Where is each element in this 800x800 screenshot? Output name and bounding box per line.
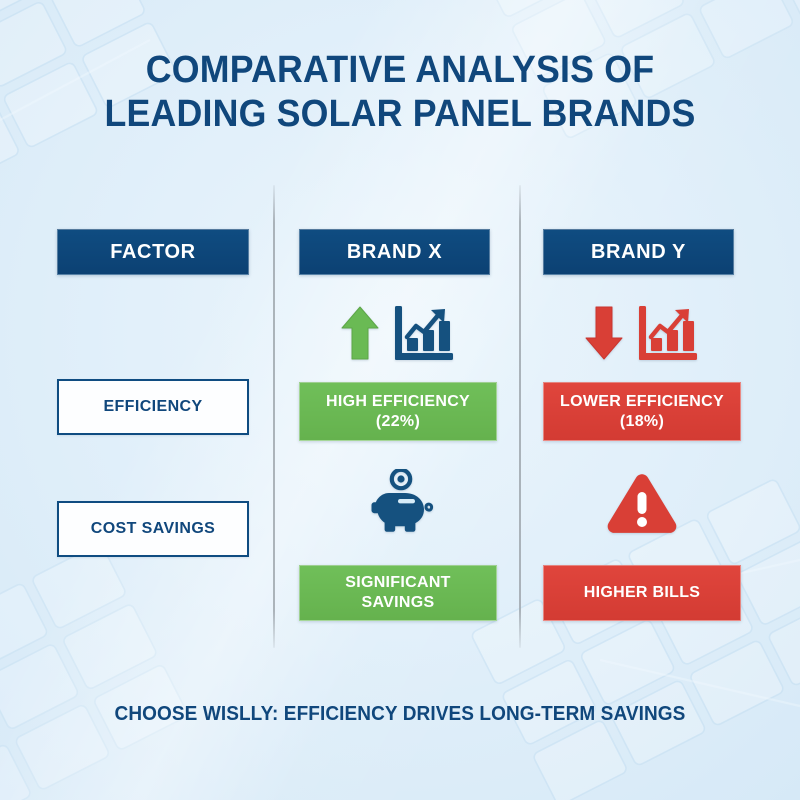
- result-brand-y-efficiency: LOWER EFFICIENCY (18%): [543, 382, 741, 441]
- arrow-up-icon: [341, 306, 379, 360]
- result-text-line-1: HIGHER BILLS: [583, 584, 701, 601]
- column-divider-left: [273, 185, 275, 648]
- factor-label-cost-savings: COST SAVINGS: [57, 501, 249, 557]
- factor-label-efficiency: EFFICIENCY: [57, 379, 249, 435]
- result-brand-y-savings: HIGHER BILLS: [543, 565, 741, 621]
- title-line-2: LEADING SOLAR PANEL BRANDS: [104, 93, 696, 135]
- result-brand-x-savings: SIGNIFICANT SAVINGS: [299, 565, 497, 621]
- piggy-bank-icon: [371, 469, 434, 532]
- result-text-line-1: SIGNIFICANT: [345, 574, 451, 591]
- result-text-line-1: LOWER EFFICIENCY: [560, 392, 724, 410]
- result-text-line-2: SAVINGS: [361, 594, 435, 611]
- icon-group-brand-x-savings: [299, 468, 497, 540]
- icon-group-brand-x-efficiency: [299, 302, 497, 364]
- page-title: COMPARATIVE ANALYSIS OF LEADING SOLAR PA…: [0, 48, 800, 136]
- icon-group-brand-y-savings: [543, 468, 741, 540]
- column-divider-right: [519, 185, 521, 648]
- column-header-factor: FACTOR: [57, 229, 249, 275]
- warning-triangle-icon: [607, 474, 677, 533]
- arrow-down-icon: [585, 306, 623, 360]
- result-brand-x-efficiency: HIGH EFFICIENCY (22%): [299, 382, 497, 441]
- result-text-line-2: (18%): [619, 412, 665, 430]
- result-text-line-1: HIGH EFFICIENCY: [325, 392, 471, 410]
- footer-tagline: CHOOSE WISLLY: EFFICIENCY DRIVES LONG-TE…: [114, 703, 686, 725]
- title-line-1: COMPARATIVE ANALYSIS OF: [145, 49, 655, 91]
- bar-chart-up-icon: [395, 306, 453, 360]
- result-text-line-2: (22%): [375, 412, 421, 430]
- column-header-brand-x: BRAND X: [299, 229, 490, 275]
- column-header-brand-y: BRAND Y: [543, 229, 734, 275]
- bar-chart-up-icon: [639, 306, 697, 360]
- icon-group-brand-y-efficiency: [543, 302, 741, 364]
